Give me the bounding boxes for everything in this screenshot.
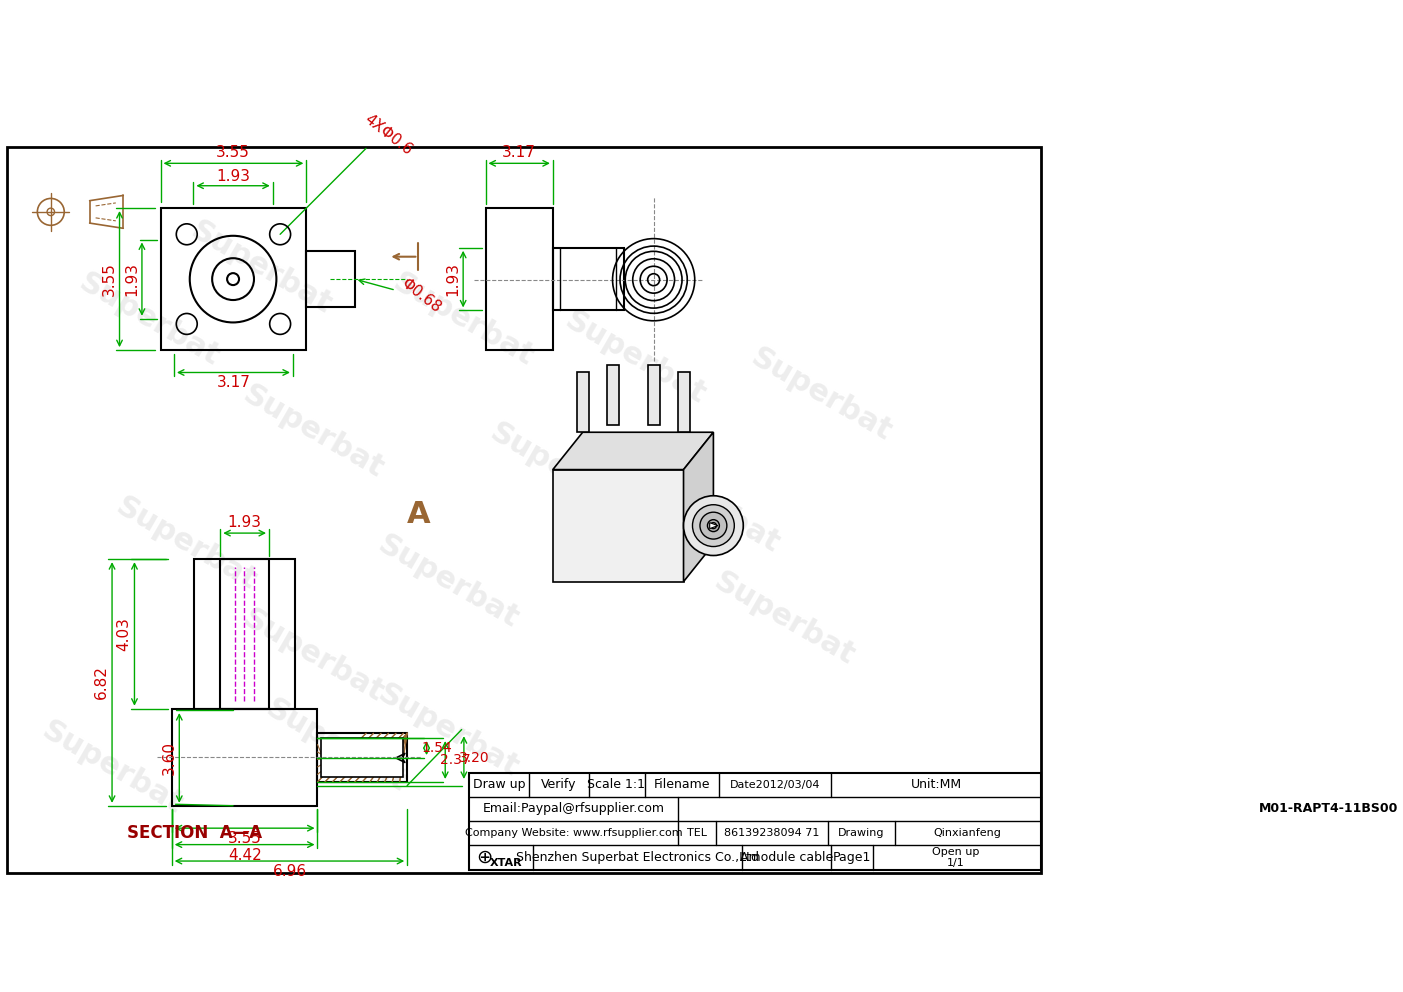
Polygon shape [683,433,713,581]
Text: Superbat: Superbat [36,716,188,820]
Bar [220,559,269,708]
Text: Qinxianfeng: Qinxianfeng [933,827,1002,837]
Text: 3.60: 3.60 [161,741,177,775]
Bar [469,773,1041,870]
Text: 4XΦ0.6: 4XΦ0.6 [362,112,415,158]
Circle shape [700,512,727,539]
Bar [321,738,404,777]
Text: Open up
1/1: Open up 1/1 [933,846,979,868]
Text: 3.17: 3.17 [502,145,536,160]
Text: Scale 1:1: Scale 1:1 [588,779,645,792]
Text: Email:Paypal@rfsupplier.com: Email:Paypal@rfsupplier.com [483,803,665,815]
Polygon shape [553,469,683,581]
Text: Company Website: www.rfsupplier.com: Company Website: www.rfsupplier.com [464,827,682,837]
Polygon shape [710,523,718,529]
Text: Amodule cable: Amodule cable [739,851,833,864]
Text: Verify: Verify [542,779,577,792]
Bar [606,365,619,425]
Text: 3.20: 3.20 [459,751,490,765]
Bar [577,372,589,433]
Text: 1.93: 1.93 [123,262,139,297]
Text: 1.93: 1.93 [216,169,250,184]
Text: Superbat: Superbat [261,694,411,798]
Text: Superbat: Superbat [373,530,523,634]
Text: 1.93: 1.93 [445,262,460,297]
Text: Superbat: Superbat [74,268,224,372]
Bar [678,372,689,433]
Polygon shape [553,433,713,469]
Text: Drawing: Drawing [838,827,884,837]
Text: 3.17: 3.17 [216,375,250,391]
Circle shape [710,523,717,529]
Bar [553,248,624,310]
Text: M01-RAPT4-11BS00: M01-RAPT4-11BS00 [1258,803,1397,815]
Bar [306,251,355,308]
Text: Superbat: Superbat [746,343,898,447]
Text: Superbat: Superbat [185,216,337,320]
Text: Superbat: Superbat [484,418,636,522]
Text: 6.82: 6.82 [94,666,109,699]
Bar [648,365,659,425]
Text: Page1: Page1 [832,851,871,864]
Text: 3.55: 3.55 [101,262,116,296]
Circle shape [693,505,734,547]
Text: XTAR: XTAR [490,858,523,868]
Text: 6.96: 6.96 [272,864,306,879]
Bar [194,559,295,708]
Text: Superbat: Superbat [634,455,786,558]
Text: Shenzhen Superbat Electronics Co.,Ltd: Shenzhen Superbat Electronics Co.,Ltd [516,851,759,864]
Bar [160,208,306,350]
Text: Superbat: Superbat [239,380,390,484]
Text: Superbat: Superbat [387,268,539,372]
Text: Superbat: Superbat [111,492,262,596]
Circle shape [683,496,744,556]
Text: Superbat: Superbat [709,567,860,671]
Bar [171,708,317,806]
Text: 1.93: 1.93 [227,515,261,530]
Bar [485,208,553,350]
Text: Superbat: Superbat [560,306,710,410]
Text: 2.37: 2.37 [441,753,471,767]
Text: Date2012/03/04: Date2012/03/04 [730,780,821,790]
Text: Superbat: Superbat [373,680,523,783]
Text: 3.55: 3.55 [216,146,250,161]
Bar [317,733,407,782]
Text: 86139238094 71: 86139238094 71 [724,827,819,837]
Text: 4.42: 4.42 [227,847,261,863]
Text: TEL: TEL [687,827,707,837]
Text: ⊕: ⊕ [477,848,492,867]
Text: Φ0.68: Φ0.68 [398,276,443,315]
Text: 4.03: 4.03 [116,617,132,651]
Circle shape [707,520,720,532]
Text: 3.55: 3.55 [227,831,261,846]
Text: Filename: Filename [654,779,710,792]
Text: Unit:MM: Unit:MM [911,779,961,792]
Text: A: A [407,500,431,529]
Text: Superbat: Superbat [239,604,390,708]
Text: SECTION  A—A: SECTION A—A [126,824,262,842]
Text: Draw up: Draw up [473,779,525,792]
Text: 1.54: 1.54 [422,741,452,755]
